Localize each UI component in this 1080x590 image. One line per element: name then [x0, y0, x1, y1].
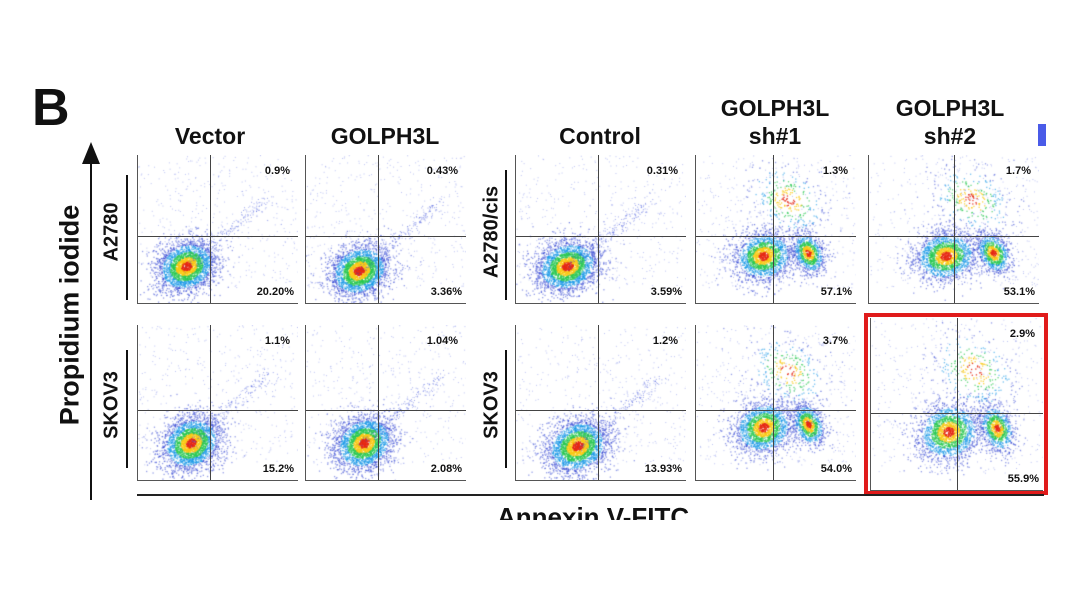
quadrant-line-vertical — [210, 325, 211, 480]
column-title-sh2-line1: GOLPH3L — [895, 95, 1005, 121]
percent-lower-right: 13.93% — [644, 463, 682, 475]
percent-lower-right: 3.59% — [650, 286, 682, 298]
quadrant-line-horizontal — [696, 410, 856, 412]
scatter-density — [138, 155, 298, 303]
column-title-sh2: GOLPH3L sh#2 — [865, 94, 1035, 150]
percent-upper-right: 1.1% — [264, 335, 290, 347]
percent-upper-right: 1.3% — [822, 165, 848, 177]
percent-lower-right: 15.2% — [262, 463, 294, 475]
scatter-density — [306, 325, 466, 480]
scatter-density — [696, 325, 856, 480]
percent-lower-right: 57.1% — [820, 286, 852, 298]
flow-plot: 1.7% 53.1% — [868, 155, 1039, 304]
quadrant-line-vertical — [597, 325, 599, 480]
scatter-density — [516, 155, 686, 303]
quadrant-line-vertical — [210, 155, 211, 303]
percent-lower-right: 3.36% — [430, 286, 462, 298]
percent-lower-right: 55.9% — [1007, 473, 1039, 485]
row-bar-a2780cis — [505, 170, 507, 300]
percent-upper-right: 3.7% — [822, 335, 848, 347]
scatter-density — [696, 155, 856, 303]
flow-plot: 3.7% 54.0% — [695, 325, 856, 481]
quadrant-line-horizontal — [138, 410, 298, 412]
quadrant-line-horizontal — [138, 236, 298, 238]
percent-upper-right: 0.31% — [646, 165, 678, 177]
quadrant-line-vertical — [597, 155, 599, 303]
percent-upper-right: 1.04% — [426, 335, 458, 347]
row-label-skov3: SKOV3 — [100, 371, 123, 439]
column-title-sh1-line2: sh#1 — [748, 123, 802, 149]
percent-lower-right: 2.08% — [430, 463, 462, 475]
flow-plot: 1.04% 2.08% — [305, 325, 466, 481]
row-label-a2780cis: A2780/cis — [480, 185, 503, 279]
percent-upper-right: 2.9% — [1009, 328, 1035, 340]
percent-upper-right: 1.2% — [652, 335, 678, 347]
x-axis-line — [137, 494, 1044, 496]
y-axis-arrow-line — [90, 160, 92, 500]
flow-plot: 0.43% 3.36% — [305, 155, 466, 304]
quadrant-line-horizontal — [696, 236, 856, 238]
flow-plot: 2.9% 55.9% — [870, 318, 1043, 491]
column-title-sh2-line2: sh#2 — [923, 123, 977, 149]
column-title-sh1-line1: GOLPH3L — [720, 95, 830, 121]
panel-letter: B — [32, 79, 70, 137]
color-marker — [1038, 124, 1046, 146]
quadrant-line-vertical — [378, 325, 379, 480]
column-title-sh1: GOLPH3L sh#1 — [690, 94, 860, 150]
flow-plot: 0.31% 3.59% — [515, 155, 686, 304]
flow-plot: 1.1% 15.2% — [137, 325, 298, 481]
flow-plot: 1.2% 13.93% — [515, 325, 686, 481]
column-title-golph3l: GOLPH3L — [330, 123, 440, 149]
column-title-control: Control — [559, 123, 641, 149]
row-label-a2780: A2780 — [100, 202, 123, 262]
quadrant-line-horizontal — [516, 410, 686, 412]
percent-lower-right: 54.0% — [820, 463, 852, 475]
row-label-skov3-right: SKOV3 — [480, 371, 503, 439]
quadrant-line-horizontal — [306, 410, 466, 412]
quadrant-line-vertical — [954, 155, 955, 303]
flow-plot: 1.3% 57.1% — [695, 155, 856, 304]
quadrant-line-horizontal — [516, 236, 686, 238]
flow-plot: 0.9% 20.20% — [137, 155, 298, 304]
quadrant-line-vertical — [957, 318, 958, 490]
percent-upper-right: 1.7% — [1005, 165, 1031, 177]
scatter-density — [516, 325, 686, 480]
row-bar-a2780 — [126, 175, 128, 300]
scatter-density — [306, 155, 466, 303]
column-title-vector: Vector — [174, 123, 246, 149]
quadrant-line-horizontal — [306, 236, 466, 238]
x-axis-label: Annexin V-FITC — [497, 505, 690, 520]
quadrant-line-vertical — [772, 155, 774, 303]
y-axis-label: Propidium iodide — [54, 204, 85, 426]
percent-upper-right: 0.43% — [426, 165, 458, 177]
percent-upper-right: 0.9% — [264, 165, 290, 177]
scatter-density — [138, 325, 298, 480]
row-bar-skov3-right — [505, 350, 507, 468]
highlight-box — [864, 313, 1048, 495]
quadrant-line-vertical — [378, 155, 379, 303]
quadrant-line-vertical — [772, 325, 774, 480]
percent-lower-right: 20.20% — [256, 286, 294, 298]
percent-lower-right: 53.1% — [1003, 286, 1035, 298]
row-bar-skov3 — [126, 350, 128, 468]
y-axis-arrowhead — [82, 142, 100, 164]
